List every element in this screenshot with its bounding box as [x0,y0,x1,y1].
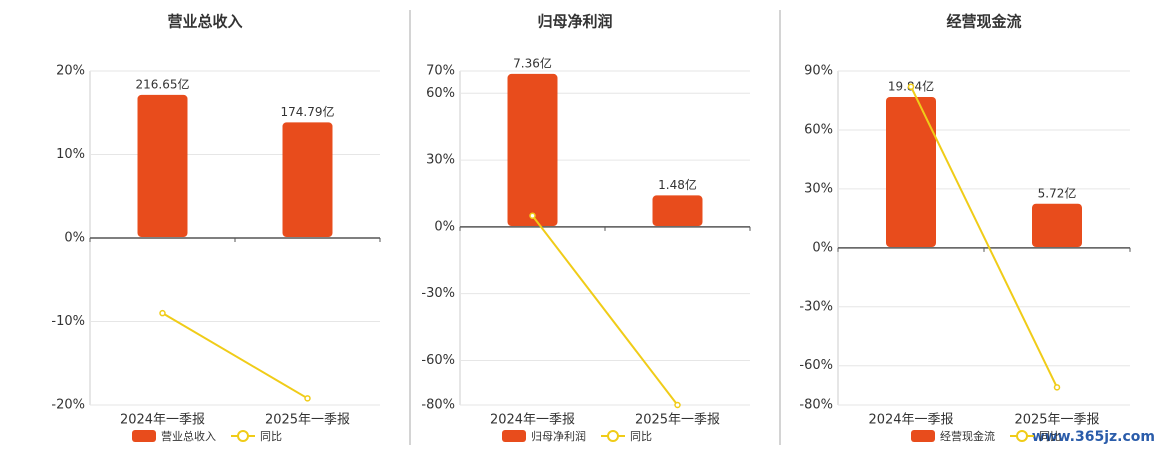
line-point [907,83,915,90]
line-point [304,395,311,402]
y-tick-label: 0% [64,231,85,246]
legend-label: 营业总收入 [161,429,216,443]
y-tick-label: 10% [56,147,85,162]
line [531,215,679,406]
x-tick-label: 2024年一季报 [120,413,205,428]
legend-swatch [237,430,249,442]
x-tick-label: 2025年一季报 [635,413,720,428]
x-tick-label: 2024年一季报 [490,413,575,428]
y-tick-label: -60% [421,353,455,368]
y-tick-label: -30% [799,299,833,314]
legend-swatch [502,430,526,442]
y-tick-label: -20% [51,398,85,413]
y-tick-label: 0% [812,240,833,255]
data-label: 5.72亿 [1038,185,1077,200]
bar [886,97,936,247]
chart-title: 归母净利润 [537,13,612,31]
data-label: 1.48亿 [658,177,697,192]
y-tick-label: -80% [421,398,455,413]
y-tick-label: 30% [426,153,455,168]
bar [282,122,333,238]
line [910,86,1058,388]
x-tick-label: 2024年一季报 [868,413,953,428]
y-tick-label: 70% [426,64,455,79]
line-point [529,212,536,219]
x-tick-label: 2025年一季报 [265,413,350,428]
legend-label: 归母净利润 [531,429,586,443]
bar [507,73,558,227]
data-label: 216.65亿 [136,76,190,91]
legend-label: 同比 [260,430,282,443]
bar [652,195,703,227]
legend-swatch [1016,430,1028,442]
y-tick-label: 20% [56,64,85,79]
y-tick-label: 90% [804,64,833,79]
chart-title: 经营现金流 [946,13,1021,31]
line-point [674,401,681,409]
legend-label: 同比 [1039,430,1061,443]
line [161,312,309,400]
line-point [159,309,166,317]
x-tick-label: 2025年一季报 [1014,413,1099,428]
legend-label: 经营现金流 [940,429,995,443]
y-tick-label: -60% [799,358,833,373]
y-tick-label: -30% [421,286,455,301]
bar [1032,203,1082,247]
legend-swatch [607,430,619,442]
data-label: 7.36亿 [513,55,552,70]
legend-swatch [132,430,156,442]
chart-title: 营业总收入 [167,13,242,31]
y-tick-label: -10% [51,314,85,329]
y-tick-label: 30% [804,181,833,196]
y-tick-label: 60% [804,122,833,137]
bar [137,94,188,238]
y-tick-label: 60% [426,86,455,101]
data-label: 174.79亿 [281,104,335,119]
legend-swatch [911,430,935,442]
y-tick-label: -80% [799,398,833,413]
legend-label: 同比 [630,430,652,443]
watermark: www.365jz.com [1032,429,1155,445]
y-tick-label: 0% [434,219,455,234]
line-point [1053,384,1061,391]
